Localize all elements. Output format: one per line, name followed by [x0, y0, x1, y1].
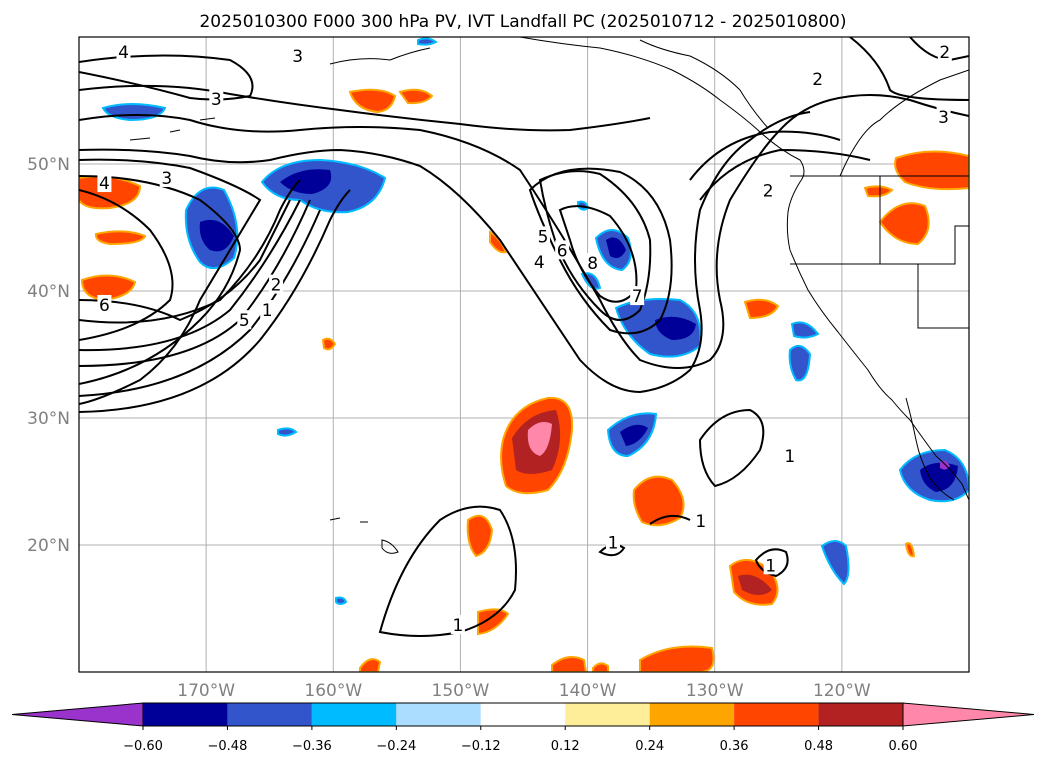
contour-label-bg	[260, 300, 275, 320]
colorbar-segment	[734, 703, 819, 726]
contour-label: 4	[534, 253, 545, 273]
contour-label: 1	[765, 556, 776, 576]
map-background	[79, 37, 969, 672]
contour-label-bg	[555, 240, 570, 260]
lon-tick-label: 160°W	[304, 681, 362, 701]
contour-label-bg	[97, 173, 112, 193]
lon-tick-label: 140°W	[559, 681, 617, 701]
map-frame	[78, 36, 970, 673]
colorbar-tick-label: −0.24	[376, 739, 416, 754]
colorbar-tick-label: 0.24	[635, 739, 664, 754]
contour-label: 4	[118, 43, 129, 63]
contour-label-bg	[536, 226, 551, 246]
pv-positive-regions	[79, 88, 969, 672]
lat-tick-label: 20°N	[27, 536, 70, 556]
colorbar-segment	[818, 703, 903, 726]
lon-tick-label: 120°W	[813, 681, 871, 701]
contour-label-bg	[761, 180, 776, 200]
contour-label: 6	[557, 241, 568, 261]
colorbar-segment	[480, 703, 566, 726]
pv-shading	[79, 37, 969, 672]
contour-label: 2	[271, 276, 282, 296]
contour-label-bg	[585, 253, 600, 273]
colorbar-tick-label: 0.12	[551, 739, 580, 754]
contour-label: 4	[99, 174, 110, 194]
contour-label: 5	[538, 227, 549, 247]
contour-label-bg	[810, 68, 825, 88]
contour-label: 8	[587, 254, 598, 274]
contour-label: 1	[452, 616, 463, 636]
contour-label: 1	[262, 301, 273, 321]
contour-label: 3	[211, 90, 222, 110]
contour-label-bg	[763, 555, 778, 575]
lat-tick-label: 30°N	[27, 409, 70, 429]
contour-label: 1	[784, 447, 795, 467]
colorbar-tick-label: −0.60	[123, 739, 163, 754]
colorbar: −0.60 −0.48 −0.36 −0.24 −0.12 0.12 0.24 0.36 0.4…	[11, 702, 1035, 754]
colorbar-tick-label: 0.36	[720, 739, 749, 754]
contour-label: 3	[161, 169, 172, 189]
contour-label-bg	[450, 615, 465, 635]
contour-label: 1	[695, 512, 706, 532]
lon-tick-label: 150°W	[432, 681, 490, 701]
colorbar-segment	[143, 703, 228, 726]
lon-tick-label: 170°W	[177, 681, 235, 701]
contour-label-bg	[532, 251, 547, 271]
contour-label-bg	[606, 532, 620, 552]
colorbar-segment	[649, 703, 735, 726]
contour-label-bg	[693, 510, 708, 530]
colorbar-segment	[311, 703, 397, 726]
contour-label: 2	[939, 43, 950, 63]
contour-label-bg	[269, 274, 284, 294]
contour-label-bg	[936, 107, 951, 127]
colorbar-tick-label: −0.48	[208, 739, 248, 754]
colorbar-segment	[565, 703, 650, 726]
colorbar-segment	[396, 703, 481, 726]
contour-label: 3	[938, 108, 949, 128]
colorbar-extend-low	[11, 702, 144, 727]
colorbar-segment	[227, 703, 312, 726]
contour-label-bg	[97, 294, 112, 314]
contour-label: 2	[763, 182, 774, 202]
contour-label-bg	[630, 286, 645, 306]
contour-label: 3	[292, 47, 303, 67]
contour-label: 2	[812, 70, 823, 90]
contour-label: 6	[99, 296, 110, 316]
axis-tick-labels: 170°W 160°W 150°W 140°W 130°W 120°W 50°N 40°N 30…	[27, 155, 871, 701]
colorbar-tick-label: 0.60	[889, 739, 918, 754]
coastlines	[129, 37, 969, 554]
colorbar-tick-label: −0.36	[292, 739, 332, 754]
contour-label: 1	[608, 533, 619, 553]
colorbar-tick-label: −0.12	[461, 739, 501, 754]
lat-tick-label: 40°N	[27, 282, 70, 302]
contour-label-bg	[159, 167, 174, 187]
contour-label: 5	[239, 311, 250, 331]
contour-label-bg	[782, 446, 797, 466]
contour-label: 7	[632, 287, 643, 307]
plot-title: 2025010300 F000 300 hPa PV, IVT Landfall…	[199, 12, 846, 32]
lat-tick-label: 50°N	[27, 155, 70, 175]
contour-label-bg	[290, 46, 305, 66]
lon-tick-label: 130°W	[686, 681, 744, 701]
colorbar-extend-high	[902, 702, 1035, 727]
contour-label-bg	[116, 42, 131, 62]
colorbar-tick-label: 0.48	[804, 739, 833, 754]
contour-label-bg	[209, 89, 224, 109]
colorbar-frame	[142, 702, 904, 727]
contour-label-bg	[237, 310, 252, 330]
contour-label-bg	[937, 42, 952, 62]
